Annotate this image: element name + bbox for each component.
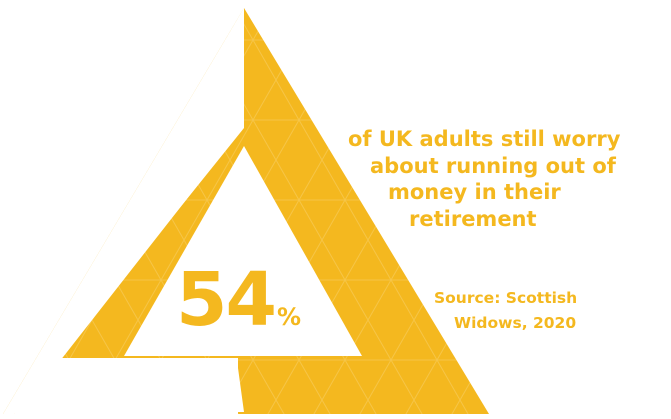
statistic: 54%	[176, 260, 301, 340]
source-line-1: Source: Scottish	[434, 289, 578, 307]
statistic-value: 54	[176, 257, 277, 343]
statistic-unit: %	[276, 303, 302, 331]
headline-line-4: retirement	[409, 206, 537, 231]
headline-text: of UK adults still worry about running o…	[342, 126, 666, 232]
inner-triangle	[124, 146, 362, 356]
source-line-2: Widows, 2020	[454, 314, 577, 332]
source-citation: Source: Scottish Widows, 2020	[412, 286, 662, 336]
headline-line-1: of UK adults still worry	[348, 127, 621, 151]
white-bottom-band	[14, 358, 238, 414]
headline-line-2: about running out of	[370, 153, 616, 178]
white-left-band-main	[3, 8, 244, 414]
headline-line-3: money in their	[388, 180, 561, 204]
